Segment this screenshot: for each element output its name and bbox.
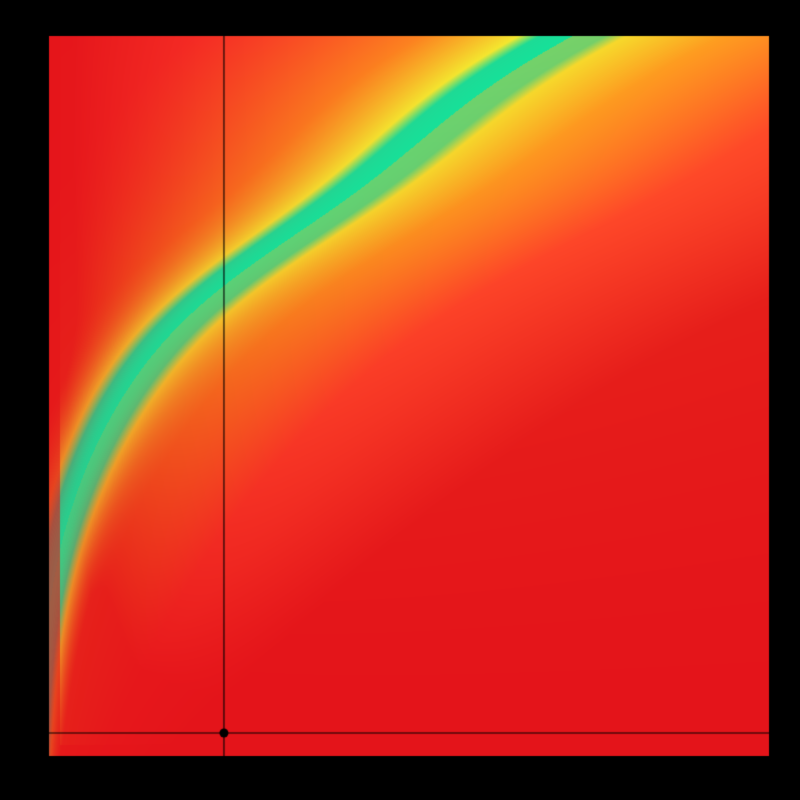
chart-container: TheBottleneck.com	[0, 0, 800, 800]
heatmap-canvas	[0, 0, 800, 800]
